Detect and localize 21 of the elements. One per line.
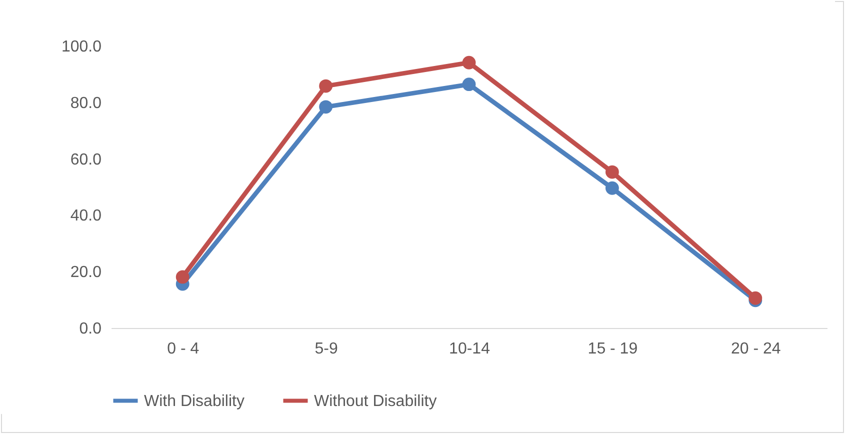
point [462, 78, 476, 92]
point [605, 181, 619, 195]
legend-label: Without Disability [314, 392, 437, 410]
x-tick-label: 0 - 4 [167, 340, 200, 358]
y-tick-label: 40.0 [70, 208, 102, 225]
point [462, 56, 476, 70]
x-tick-label: 10-14 [449, 340, 490, 358]
point [748, 291, 762, 305]
point [319, 100, 333, 114]
point [176, 270, 190, 284]
y-tick-label: 0.0 [79, 320, 102, 338]
y-tick-label: 80.0 [70, 94, 102, 112]
x-tick-label: 20 - 24 [730, 340, 781, 358]
point [319, 79, 333, 93]
y-tick-label: 100.0 [61, 38, 102, 56]
legend-label: With Disability [144, 392, 244, 410]
y-tick-label: 20.0 [70, 264, 102, 282]
x-tick-label: 5-9 [314, 340, 338, 358]
x-tick-label: 15 - 19 [588, 340, 638, 358]
point [605, 165, 619, 179]
y-tick-label: 60.0 [70, 151, 102, 168]
